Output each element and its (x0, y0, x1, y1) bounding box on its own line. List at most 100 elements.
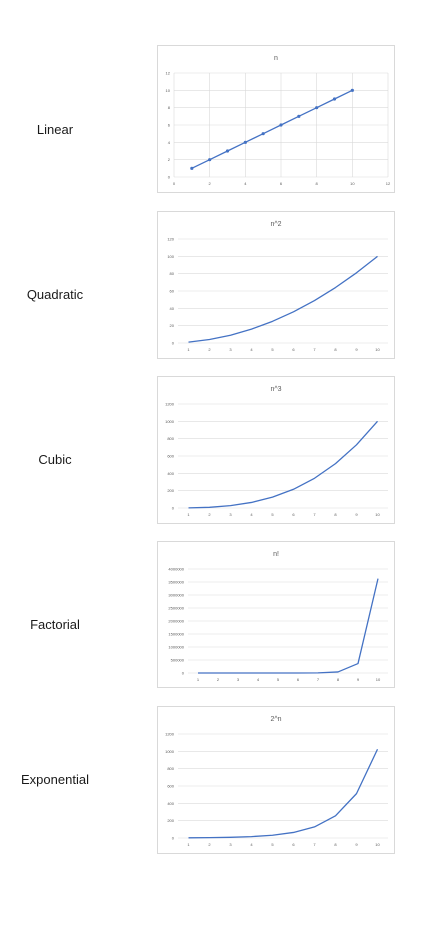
y-tick-label: 1000 (165, 749, 175, 754)
x-tick-label: 5 (271, 347, 274, 352)
row-label-factorial: Factorial (30, 617, 80, 632)
x-tick-label: 2 (217, 677, 220, 682)
y-tick-label: 2 (168, 157, 171, 162)
series-line (188, 420, 378, 509)
chart-title: n (274, 55, 278, 62)
data-point (297, 114, 301, 118)
y-tick-label: 200 (167, 818, 174, 823)
y-tick-label: 0 (182, 671, 185, 676)
x-tick-label: 1 (197, 677, 200, 682)
chart-title: 2^n (270, 716, 281, 723)
series-line (191, 89, 353, 169)
y-tick-label: 8 (168, 105, 171, 110)
x-tick-label: 9 (355, 347, 358, 352)
x-tick-label: 7 (313, 347, 316, 352)
x-tick-label: 4 (257, 677, 260, 682)
x-tick-label: 4 (250, 512, 253, 517)
data-point (208, 158, 212, 162)
x-tick-label: 1 (187, 347, 190, 352)
data-point (315, 106, 319, 110)
data-point (261, 132, 265, 136)
y-tick-label: 0 (172, 341, 175, 346)
x-tick-label: 6 (297, 677, 300, 682)
series-line (198, 578, 379, 674)
x-tick-label: 3 (229, 512, 232, 517)
chart-exponential-svg: 2^n 0 200 400 600 800 1000 1200 1 2 3 4 5 6 7 8 9 10 (165, 716, 388, 847)
row-label-quadratic: Quadratic (26, 287, 84, 302)
chart-title: n^2 (270, 221, 281, 228)
y-tick-label: 1500000 (168, 632, 184, 637)
x-tick-label: 1 (187, 512, 190, 517)
series-line (188, 255, 378, 343)
x-tick-label: 7 (313, 842, 316, 847)
x-tick-label: 10 (376, 677, 381, 682)
y-tick-label: 3000000 (168, 593, 184, 598)
y-tick-label: 10 (166, 88, 171, 93)
y-tick-label: 1000 (165, 419, 175, 424)
y-tick-label: 4000000 (168, 567, 184, 572)
chart-title: n^3 (270, 386, 281, 393)
x-tick-label: 4 (250, 842, 253, 847)
x-tick-label: 4 (250, 347, 253, 352)
x-tick-label: 6 (280, 181, 283, 186)
y-tick-label: 1200 (165, 402, 175, 407)
y-tick-label: 60 (170, 289, 175, 294)
data-point (243, 140, 247, 144)
y-tick-label: 0 (168, 175, 171, 180)
data-point (332, 97, 337, 101)
y-tick-label: 600 (167, 454, 174, 459)
x-tick-label: 2 (208, 842, 211, 847)
y-tick-label: 600 (167, 784, 174, 789)
y-tick-label: 1200 (165, 732, 175, 737)
chart-cubic: n^3 0 200 400 600 800 1000 1200 1 2 3 4 5 6 7 8 9 10 (157, 376, 395, 524)
y-tick-label: 800 (167, 436, 174, 441)
chart-linear-svg: n 0 2 4 6 8 10 12 0 2 4 6 8 10 12 (166, 55, 391, 186)
x-tick-label: 8 (334, 347, 337, 352)
x-tick-label: 12 (386, 181, 391, 186)
x-tick-label: 4 (244, 181, 247, 186)
x-tick-label: 10 (375, 347, 380, 352)
x-tick-label: 2 (208, 512, 211, 517)
row-label-linear: Linear (36, 122, 74, 137)
x-tick-label: 0 (173, 181, 176, 186)
x-tick-label: 6 (292, 512, 295, 517)
y-tick-label: 80 (170, 271, 175, 276)
x-tick-label: 6 (292, 347, 295, 352)
row-label-cubic: Cubic (38, 452, 72, 467)
y-tick-label: 400 (167, 471, 174, 476)
x-tick-label: 1 (187, 842, 190, 847)
x-tick-label: 10 (375, 512, 380, 517)
x-tick-label: 6 (292, 842, 295, 847)
x-tick-label: 7 (313, 512, 316, 517)
x-tick-label: 5 (271, 512, 274, 517)
x-tick-label: 8 (334, 512, 337, 517)
y-tick-label: 6 (168, 123, 171, 128)
y-tick-label: 2000000 (168, 619, 184, 624)
chart-quadratic: n^2 0 20 40 60 80 100 120 1 2 3 4 5 6 7 8 9 10 (157, 211, 395, 359)
x-tick-label: 10 (350, 181, 355, 186)
series-line (188, 748, 379, 839)
x-tick-label: 7 (317, 677, 320, 682)
y-tick-label: 1000000 (168, 645, 184, 650)
x-tick-label: 3 (229, 347, 232, 352)
x-tick-label: 3 (237, 677, 240, 682)
chart-factorial-svg: n! 0 500000 1000000 1500000 2000000 2500000 300… (168, 551, 388, 682)
y-tick-label: 500000 (171, 658, 185, 663)
chart-exponential: 2^n 0 200 400 600 800 1000 1200 1 2 3 4 5 6 7 8 9 10 (157, 706, 395, 854)
y-tick-label: 120 (167, 237, 174, 242)
x-tick-label: 2 (208, 347, 211, 352)
chart-linear: n 0 2 4 6 8 10 12 0 2 4 6 8 10 12 (157, 45, 395, 193)
chart-cubic-svg: n^3 0 200 400 600 800 1000 1200 1 2 3 4 5 6 7 8 9 10 (165, 386, 388, 517)
y-tick-label: 12 (166, 71, 171, 76)
y-tick-label: 800 (167, 766, 174, 771)
x-tick-label: 8 (316, 181, 319, 186)
chart-title: n! (273, 551, 279, 558)
x-tick-label: 8 (337, 677, 340, 682)
x-tick-label: 3 (229, 842, 232, 847)
row-label-exponential: Exponential (21, 772, 89, 787)
y-tick-label: 100 (167, 254, 174, 259)
chart-factorial: n! 0 500000 1000000 1500000 2000000 2500000 300… (157, 541, 395, 688)
y-tick-label: 0 (172, 836, 175, 841)
x-tick-label: 10 (375, 842, 380, 847)
y-tick-label: 40 (170, 306, 175, 311)
